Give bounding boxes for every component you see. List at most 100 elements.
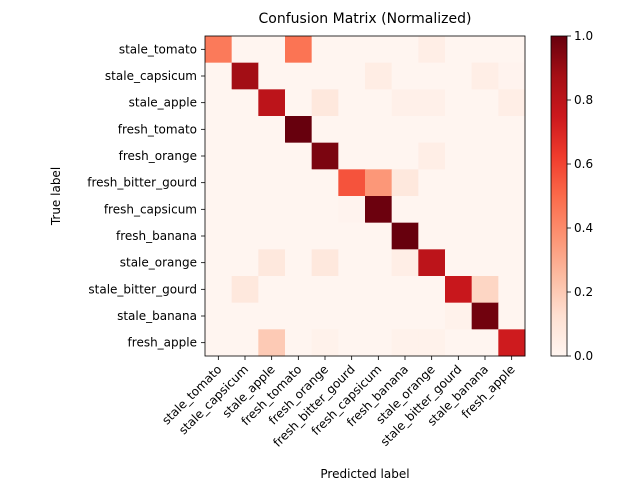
heatmap-cell bbox=[285, 89, 313, 117]
heatmap-cell bbox=[498, 36, 526, 64]
heatmap-cell bbox=[285, 196, 313, 224]
heatmap-cell bbox=[205, 116, 233, 144]
heatmap-cell bbox=[258, 249, 286, 277]
heatmap-cell bbox=[391, 222, 419, 250]
heatmap-cell bbox=[311, 302, 339, 330]
y-tick-label: fresh_banana bbox=[116, 229, 197, 243]
heatmap-cell bbox=[338, 116, 366, 144]
heatmap-cell bbox=[498, 142, 526, 170]
heatmap-cell bbox=[418, 302, 446, 330]
y-tick-label: fresh_capsicum bbox=[104, 202, 197, 216]
heatmap-cell bbox=[285, 36, 313, 64]
heatmap-cell bbox=[391, 62, 419, 90]
heatmap-cell bbox=[311, 249, 339, 277]
heatmap-cell bbox=[445, 196, 473, 224]
heatmap-cell bbox=[445, 302, 473, 330]
chart-title: Confusion Matrix (Normalized) bbox=[259, 11, 472, 27]
heatmap-cell bbox=[231, 302, 259, 330]
y-tick-label: fresh_orange bbox=[119, 149, 197, 163]
heatmap-cell bbox=[471, 36, 499, 64]
y-tick-label: stale_apple bbox=[129, 96, 197, 110]
y-tick-label: stale_banana bbox=[117, 309, 197, 323]
heatmap-cell bbox=[311, 89, 339, 117]
heatmap-cell bbox=[498, 222, 526, 250]
heatmap-cell bbox=[498, 62, 526, 90]
heatmap-cell bbox=[231, 196, 259, 224]
heatmap-cell bbox=[258, 116, 286, 144]
heatmap-cell bbox=[445, 222, 473, 250]
heatmap-cell bbox=[258, 196, 286, 224]
x-axis-label: Predicted label bbox=[320, 467, 409, 480]
heatmap-cell bbox=[205, 36, 233, 64]
heatmap-cell bbox=[338, 329, 366, 357]
heatmap-cell bbox=[498, 329, 526, 357]
heatmap-cell bbox=[445, 142, 473, 170]
heatmap-cell bbox=[391, 329, 419, 357]
heatmap-cell bbox=[285, 169, 313, 197]
heatmap-cell bbox=[498, 302, 526, 330]
heatmap-cell bbox=[365, 196, 393, 224]
heatmap-cell bbox=[418, 329, 446, 357]
heatmap-cell bbox=[471, 302, 499, 330]
heatmap-cell bbox=[498, 249, 526, 277]
heatmap-cell bbox=[311, 169, 339, 197]
heatmap-cell bbox=[498, 169, 526, 197]
heatmap-cell bbox=[285, 302, 313, 330]
heatmap-cell bbox=[471, 169, 499, 197]
heatmap-cell bbox=[471, 142, 499, 170]
heatmap-cell bbox=[365, 169, 393, 197]
heatmap-cell bbox=[338, 249, 366, 277]
colorbar-tick-label: 0.4 bbox=[574, 221, 593, 235]
heatmap-cell bbox=[418, 196, 446, 224]
heatmap-cell bbox=[498, 196, 526, 224]
heatmap-cell bbox=[445, 329, 473, 357]
heatmap-cell bbox=[258, 276, 286, 304]
heatmap-cell bbox=[391, 196, 419, 224]
heatmap-cell bbox=[471, 222, 499, 250]
heatmap-cell bbox=[338, 169, 366, 197]
heatmap-cell bbox=[285, 62, 313, 90]
heatmap-cell bbox=[258, 89, 286, 117]
heatmap-cell bbox=[285, 276, 313, 304]
heatmap-cell bbox=[391, 142, 419, 170]
heatmap-cell bbox=[498, 89, 526, 117]
heatmap-cell bbox=[391, 36, 419, 64]
heatmap-cell bbox=[258, 222, 286, 250]
heatmap-cell bbox=[418, 249, 446, 277]
heatmap-cell bbox=[311, 62, 339, 90]
heatmap-cell bbox=[311, 116, 339, 144]
colorbar-tick-label: 0.2 bbox=[574, 285, 593, 299]
heatmap-cell bbox=[365, 222, 393, 250]
heatmap-cell bbox=[205, 169, 233, 197]
heatmap-cell bbox=[231, 249, 259, 277]
colorbar-tick-label: 0.0 bbox=[574, 349, 593, 363]
heatmap-cell bbox=[231, 222, 259, 250]
heatmap-cell bbox=[338, 62, 366, 90]
heatmap-cell bbox=[498, 116, 526, 144]
heatmap-cell bbox=[418, 36, 446, 64]
heatmap-cell bbox=[445, 169, 473, 197]
heatmap-cell bbox=[418, 169, 446, 197]
heatmap-cell bbox=[231, 329, 259, 357]
heatmap-cell bbox=[418, 89, 446, 117]
heatmap-cell bbox=[445, 62, 473, 90]
heatmap-cell bbox=[471, 249, 499, 277]
heatmap-cell bbox=[471, 329, 499, 357]
heatmap-cell bbox=[258, 36, 286, 64]
colorbar-tick-label: 0.6 bbox=[574, 157, 593, 171]
heatmap-cell bbox=[311, 36, 339, 64]
heatmap-cell bbox=[365, 249, 393, 277]
heatmap-cell bbox=[365, 62, 393, 90]
heatmap-cell bbox=[231, 142, 259, 170]
heatmap-cell bbox=[258, 169, 286, 197]
colorbar-tick-label: 1.0 bbox=[574, 29, 593, 43]
heatmap-cell bbox=[338, 302, 366, 330]
heatmap-cell bbox=[311, 222, 339, 250]
heatmap-cell bbox=[258, 142, 286, 170]
heatmap-cell bbox=[365, 89, 393, 117]
heatmap-cell bbox=[285, 142, 313, 170]
heatmap-cell bbox=[418, 62, 446, 90]
heatmap-cell bbox=[205, 62, 233, 90]
